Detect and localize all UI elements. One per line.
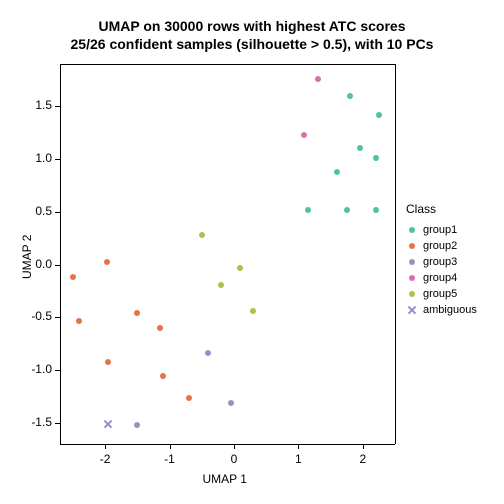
- axis-box-edge: [60, 64, 395, 65]
- y-tick-label: -1.0: [31, 362, 52, 376]
- y-tick: [55, 423, 60, 424]
- data-point: [344, 207, 350, 213]
- data-point: [105, 359, 111, 365]
- data-point: [228, 400, 234, 406]
- chart-title: UMAP on 30000 rows with highest ATC scor…: [0, 18, 504, 53]
- legend-item-label: ambiguous: [423, 304, 477, 316]
- data-point: [250, 308, 256, 314]
- data-point: [334, 169, 340, 175]
- legend-dot-icon: [409, 243, 415, 249]
- y-tick-label: 0.0: [35, 257, 52, 271]
- y-tick-label: -0.5: [31, 309, 52, 323]
- plot-area: [60, 64, 395, 444]
- y-tick-label: -1.5: [31, 415, 52, 429]
- legend-item: group3: [406, 254, 477, 270]
- legend-swatch: [406, 272, 418, 284]
- y-tick: [55, 106, 60, 107]
- x-tick-label: 2: [353, 452, 373, 466]
- legend-dot-icon: [409, 259, 415, 265]
- data-point: [157, 325, 163, 331]
- legend-item: group5: [406, 286, 477, 302]
- y-axis-title: UMAP 2: [20, 235, 34, 279]
- legend-swatch: [406, 240, 418, 252]
- legend-swatch: [406, 256, 418, 268]
- x-tick-label: 1: [288, 452, 308, 466]
- x-axis-title: UMAP 1: [203, 472, 247, 486]
- x-tick-label: 0: [224, 452, 244, 466]
- legend-item: group4: [406, 270, 477, 286]
- umap-scatter-chart: UMAP on 30000 rows with highest ATC scor…: [0, 0, 504, 504]
- x-tick-label: -1: [160, 452, 180, 466]
- data-point: [373, 155, 379, 161]
- x-tick: [298, 444, 299, 449]
- x-tick: [170, 444, 171, 449]
- y-tick: [55, 317, 60, 318]
- data-point: [305, 207, 311, 213]
- legend-swatch: [406, 304, 418, 316]
- y-tick: [55, 265, 60, 266]
- x-tick: [105, 444, 106, 449]
- legend-item: ambiguous: [406, 302, 477, 318]
- data-point: [347, 93, 353, 99]
- data-point: [134, 310, 140, 316]
- data-point: [373, 207, 379, 213]
- axis-box-edge: [60, 64, 61, 444]
- data-point: [186, 395, 192, 401]
- x-tick-label: -2: [95, 452, 115, 466]
- y-tick: [55, 159, 60, 160]
- legend-dot-icon: [409, 227, 415, 233]
- data-point: [301, 132, 307, 138]
- data-point: [160, 373, 166, 379]
- y-tick-label: 1.0: [35, 151, 52, 165]
- legend: Class group1 group2 group3 group4 group5 ambi…: [406, 202, 477, 318]
- legend-swatch: [406, 288, 418, 300]
- legend-item: group1: [406, 222, 477, 238]
- data-point: [357, 145, 363, 151]
- legend-item-label: group2: [423, 240, 457, 252]
- data-point: [103, 419, 113, 429]
- data-point: [70, 274, 76, 280]
- data-point: [218, 282, 224, 288]
- axis-box-edge: [395, 64, 396, 444]
- y-tick: [55, 370, 60, 371]
- data-point: [104, 259, 110, 265]
- y-tick: [55, 212, 60, 213]
- y-tick-label: 0.5: [35, 204, 52, 218]
- data-point: [205, 350, 211, 356]
- legend-dot-icon: [409, 275, 415, 281]
- axis-box-edge: [60, 444, 395, 445]
- x-tick: [363, 444, 364, 449]
- data-point: [376, 112, 382, 118]
- legend-item: group2: [406, 238, 477, 254]
- x-tick: [234, 444, 235, 449]
- legend-item-label: group4: [423, 272, 457, 284]
- data-point: [134, 422, 140, 428]
- legend-swatch: [406, 224, 418, 236]
- y-tick-label: 1.5: [35, 98, 52, 112]
- legend-dot-icon: [409, 291, 415, 297]
- legend-item-label: group5: [423, 288, 457, 300]
- chart-title-line2: 25/26 confident samples (silhouette > 0.…: [0, 36, 504, 54]
- data-point: [315, 76, 321, 82]
- legend-item-label: group1: [423, 224, 457, 236]
- legend-item-label: group3: [423, 256, 457, 268]
- legend-title: Class: [406, 202, 477, 216]
- data-point: [237, 265, 243, 271]
- chart-title-line1: UMAP on 30000 rows with highest ATC scor…: [0, 18, 504, 36]
- data-point: [199, 232, 205, 238]
- data-point: [76, 318, 82, 324]
